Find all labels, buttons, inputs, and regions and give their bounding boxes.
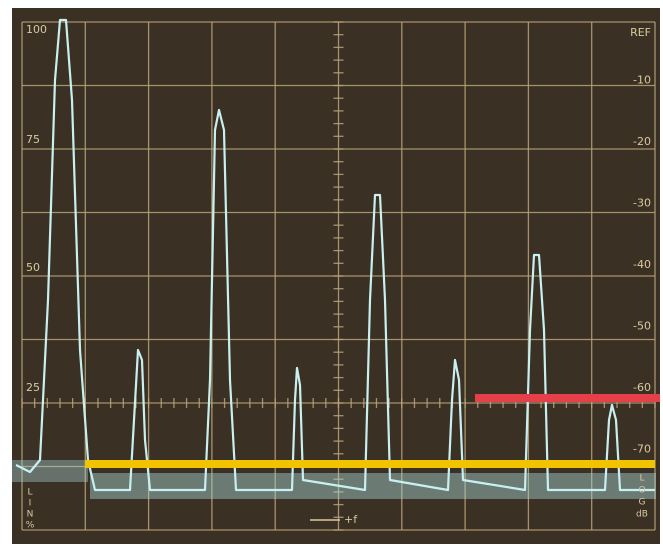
trace [15, 18, 655, 492]
noise-floor [90, 473, 656, 499]
right-scale-label: REF [630, 26, 651, 39]
left-unit: I [29, 499, 32, 509]
right-scale-label: -10 [633, 74, 651, 87]
left-unit: % [26, 521, 35, 531]
right-scale-label: -50 [633, 320, 651, 333]
right-scale-label: -60 [633, 381, 651, 394]
right-unit: L [639, 474, 644, 484]
right-unit: G [639, 498, 646, 508]
left-scale-label: 100 [26, 23, 47, 36]
right-unit: dB [636, 510, 648, 520]
noise-floor [12, 460, 88, 482]
left-unit: L [27, 488, 32, 498]
left-unit: N [27, 510, 34, 520]
right-unit: O [638, 486, 645, 496]
left-scale-label: 75 [26, 133, 40, 146]
yellow-band [85, 460, 655, 468]
right-scale-label: -70 [633, 443, 651, 456]
right-scale-label: -20 [633, 135, 651, 148]
right-scale-label: -30 [633, 197, 651, 210]
left-scale-label: 50 [26, 261, 40, 274]
red-band [475, 394, 660, 402]
frequency-label: +f [344, 513, 358, 526]
right-scale-label: -40 [633, 258, 651, 271]
left-scale-label: 25 [26, 381, 40, 394]
